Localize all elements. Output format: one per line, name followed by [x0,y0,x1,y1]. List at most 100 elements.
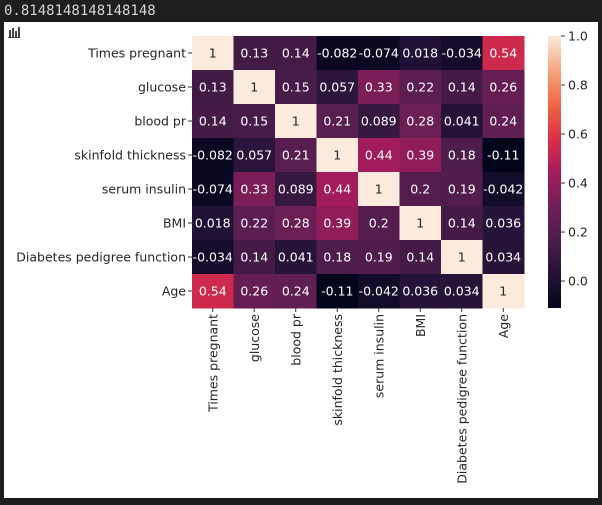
cell-value-label: 0.14 [199,114,227,129]
heatmap-cell [192,206,234,241]
heatmap-cell [275,36,317,71]
cell-value-label: 0.19 [365,250,393,265]
heatmap-cell [399,240,442,275]
cell-value-label: 1 [333,148,341,163]
cell-value-label: 0.33 [240,182,268,197]
heatmap-cell [192,274,234,309]
heatmap-cell [441,36,483,71]
heatmap-cell [358,274,400,309]
cell-value-label: 0.13 [199,80,227,95]
cell-value-label: 1 [416,216,424,231]
cell-value-label: 0.19 [448,182,476,197]
cell-value-label: 0.26 [489,80,517,95]
cell-value-label: -0.082 [317,46,357,61]
bar-chart-icon[interactable] [8,26,20,38]
cell-value-label: 0.14 [406,250,434,265]
heatmap-cell [233,138,276,173]
heatmap-cell [316,104,359,139]
cell-value-label: 1 [375,182,383,197]
x-tick-label: serum insulin [371,314,386,398]
output-value: 0.8148148148148148 [4,3,156,19]
heatmap-cell [482,36,525,71]
cell-value-label: -0.034 [193,250,233,265]
cell-value-label: 0.018 [402,46,438,61]
heatmap-cell [441,138,483,173]
cell-value-label: 0.39 [406,148,434,163]
cell-value-label: 1 [250,80,258,95]
y-tick-label: skinfold thickness [74,148,186,163]
heatmap-cell [399,172,442,207]
heatmap-cell [275,172,317,207]
heatmap-cell [192,104,234,139]
heatmap-cell [275,70,317,105]
heatmap-cell [275,206,317,241]
cell-value-label: 0.2 [369,216,389,231]
colorbar-tick-label: 0.6 [568,127,588,142]
cell-value-label: 0.034 [485,250,521,265]
cell-value-label: -0.082 [193,148,233,163]
cell-value-label: 0.036 [485,216,521,231]
heatmap-cell [275,274,317,309]
cell-value-label: 0.036 [402,284,438,299]
x-tick-label: Age [496,314,511,338]
cell-value-label: 0.057 [319,80,355,95]
x-tick-label: Times pregnant [205,314,220,413]
heatmap-cell [441,104,483,139]
cell-value-label: -0.074 [193,182,233,197]
heatmap-cell [233,274,276,309]
heatmap-cell [482,240,525,275]
cell-value-label: 0.15 [282,80,310,95]
cell-value-label: 0.21 [323,114,351,129]
cell-value-label: 1 [499,284,507,299]
x-tick-label: blood pr [288,313,303,366]
cell-value-label: 0.28 [282,216,310,231]
heatmap-cell [482,138,525,173]
y-tick-label: Age [162,284,186,299]
heatmap-cell [441,70,483,105]
cell-value-label: 0.041 [444,114,480,129]
heatmap-cell [275,240,317,275]
y-tick-label: serum insulin [102,182,186,197]
cell-value-label: 0.54 [489,46,517,61]
correlation-heatmap: 1 0.13 0.14 -0.082 -0.074 0.018 -0.034 0.54 0.13… [16,29,588,484]
heatmap-cell [316,240,359,275]
x-tick-label: glucose [247,314,262,362]
heatmap-cell [399,36,442,71]
cell-value-label: 0.14 [282,46,310,61]
colorbar-tick-label: 0.4 [568,176,588,191]
heatmap-cell [192,138,234,173]
cell-value-label: -0.11 [321,284,353,299]
y-tick-label: BMI [163,216,186,231]
cell-value-label: 0.18 [323,250,351,265]
cell-value-label: 1 [292,114,300,129]
cell-value-label: 0.034 [444,284,480,299]
heatmap-cell [399,104,442,139]
heatmap-cell [482,70,525,105]
heatmap-cell [192,240,234,275]
cell-value-label: 0.13 [240,46,268,61]
cell-value-label: 0.39 [323,216,351,231]
heatmap-cell [275,138,317,173]
x-tick-label: Diabetes pedigree function [454,314,469,484]
cell-value-label: 0.24 [489,114,517,129]
heatmap-cell [316,70,359,105]
heatmap-cell [399,274,442,309]
heatmap-cell [316,274,359,309]
cell-value-label: 0.28 [406,114,434,129]
x-tick-label: skinfold thickness [330,314,345,426]
heatmap-cell [233,240,276,275]
y-tick-label: Diabetes pedigree function [16,250,186,265]
colorbar-tick-label: 1.0 [568,29,588,44]
heatmap-cell [482,172,525,207]
heatmap-cell [358,206,400,241]
heatmap-cell [316,206,359,241]
colorbar [548,36,561,308]
cell-value-label: 0.54 [199,284,227,299]
cell-value-label: 0.089 [278,182,314,197]
y-tick-label: blood pr [134,114,187,129]
cell-value-label: -0.034 [442,46,482,61]
heatmap-cell [358,104,400,139]
cell-value-label: 1 [458,250,466,265]
heatmap-cell [482,206,525,241]
heatmap-cell [233,104,276,139]
